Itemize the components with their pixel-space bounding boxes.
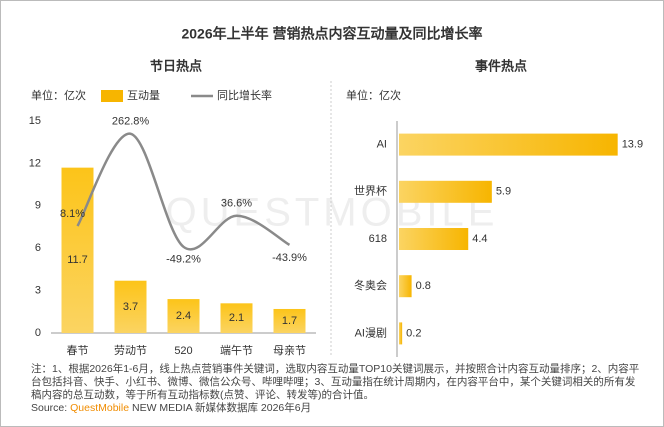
source-brand: QuestMobile	[70, 402, 130, 414]
source-rest: NEW MEDIA 新媒体数据库 2026年6月	[129, 402, 312, 414]
y-tick-label: AI漫剧	[355, 325, 387, 339]
bar	[399, 180, 492, 203]
data-label: 36.6%	[221, 198, 252, 210]
y-tick-label: 冬奥会	[354, 278, 387, 292]
y-tick-label: AI	[377, 139, 387, 151]
bar	[399, 322, 403, 345]
data-label: 1.7	[282, 315, 297, 327]
data-label: 3.7	[123, 301, 138, 313]
data-label: 13.9	[622, 139, 643, 151]
bar	[114, 280, 147, 333]
legend-label: 互动量	[127, 89, 160, 102]
bar	[61, 167, 94, 333]
data-label: -49.2%	[166, 254, 201, 266]
data-label: 4.4	[472, 233, 487, 245]
source: Source: QuestMobile NEW MEDIA 新媒体数据库 202…	[31, 402, 641, 415]
chart: QUESTMOBILE 2026年上半年 营销热点内容互动量及同比增长率 节日热…	[29, 26, 643, 357]
bar	[399, 275, 412, 298]
bar	[220, 303, 253, 333]
y-tick-label: 15	[29, 115, 41, 127]
x-tick-label: 520	[174, 345, 192, 357]
x-tick-label: 劳动节	[114, 344, 147, 357]
y-tick-label: 618	[369, 233, 387, 245]
data-label: 2.4	[176, 310, 191, 322]
data-label: 0.8	[416, 280, 431, 292]
data-label: 2.1	[229, 312, 244, 324]
unit-label: 单位：亿次	[31, 88, 86, 102]
x-tick-label: 春节	[67, 344, 89, 357]
data-label: 0.2	[406, 327, 421, 339]
y-tick-label: 12	[29, 157, 41, 169]
data-label: -43.9%	[272, 252, 307, 264]
line	[76, 132, 291, 251]
data-label: 262.8%	[112, 116, 150, 128]
bar	[167, 299, 200, 333]
data-label: 8.1%	[60, 208, 85, 220]
data-label: 5.9	[496, 186, 511, 198]
source-label: Source:	[31, 402, 71, 414]
unit-label: 单位：亿次	[346, 88, 401, 102]
legend-label: 同比增长率	[217, 88, 272, 102]
bar	[399, 133, 618, 156]
x-tick-label: 端午节	[220, 344, 253, 357]
y-tick-label: 3	[35, 285, 41, 297]
subtitle: 事件热点	[475, 58, 527, 73]
y-tick-label: 世界杯	[354, 184, 387, 198]
x-tick-label: 母亲节	[273, 343, 306, 357]
legend-swatch	[101, 90, 123, 102]
subtitle: 节日热点	[150, 58, 202, 73]
title: 2026年上半年 营销热点内容互动量及同比增长率	[181, 26, 482, 42]
y-tick-label: 9	[35, 200, 41, 212]
footnote: 注：1、根据2026年1-6月，线上热点营销事件关键词，选取内容互动量TOP10…	[31, 363, 641, 415]
bar	[273, 308, 306, 333]
data-label: 11.7	[67, 254, 88, 266]
y-tick-label: 6	[35, 242, 41, 254]
y-tick-label: 0	[35, 327, 41, 339]
note: 注：1、根据2026年1-6月，线上热点营销事件关键词，选取内容互动量TOP10…	[31, 363, 640, 401]
bar	[399, 228, 469, 250]
